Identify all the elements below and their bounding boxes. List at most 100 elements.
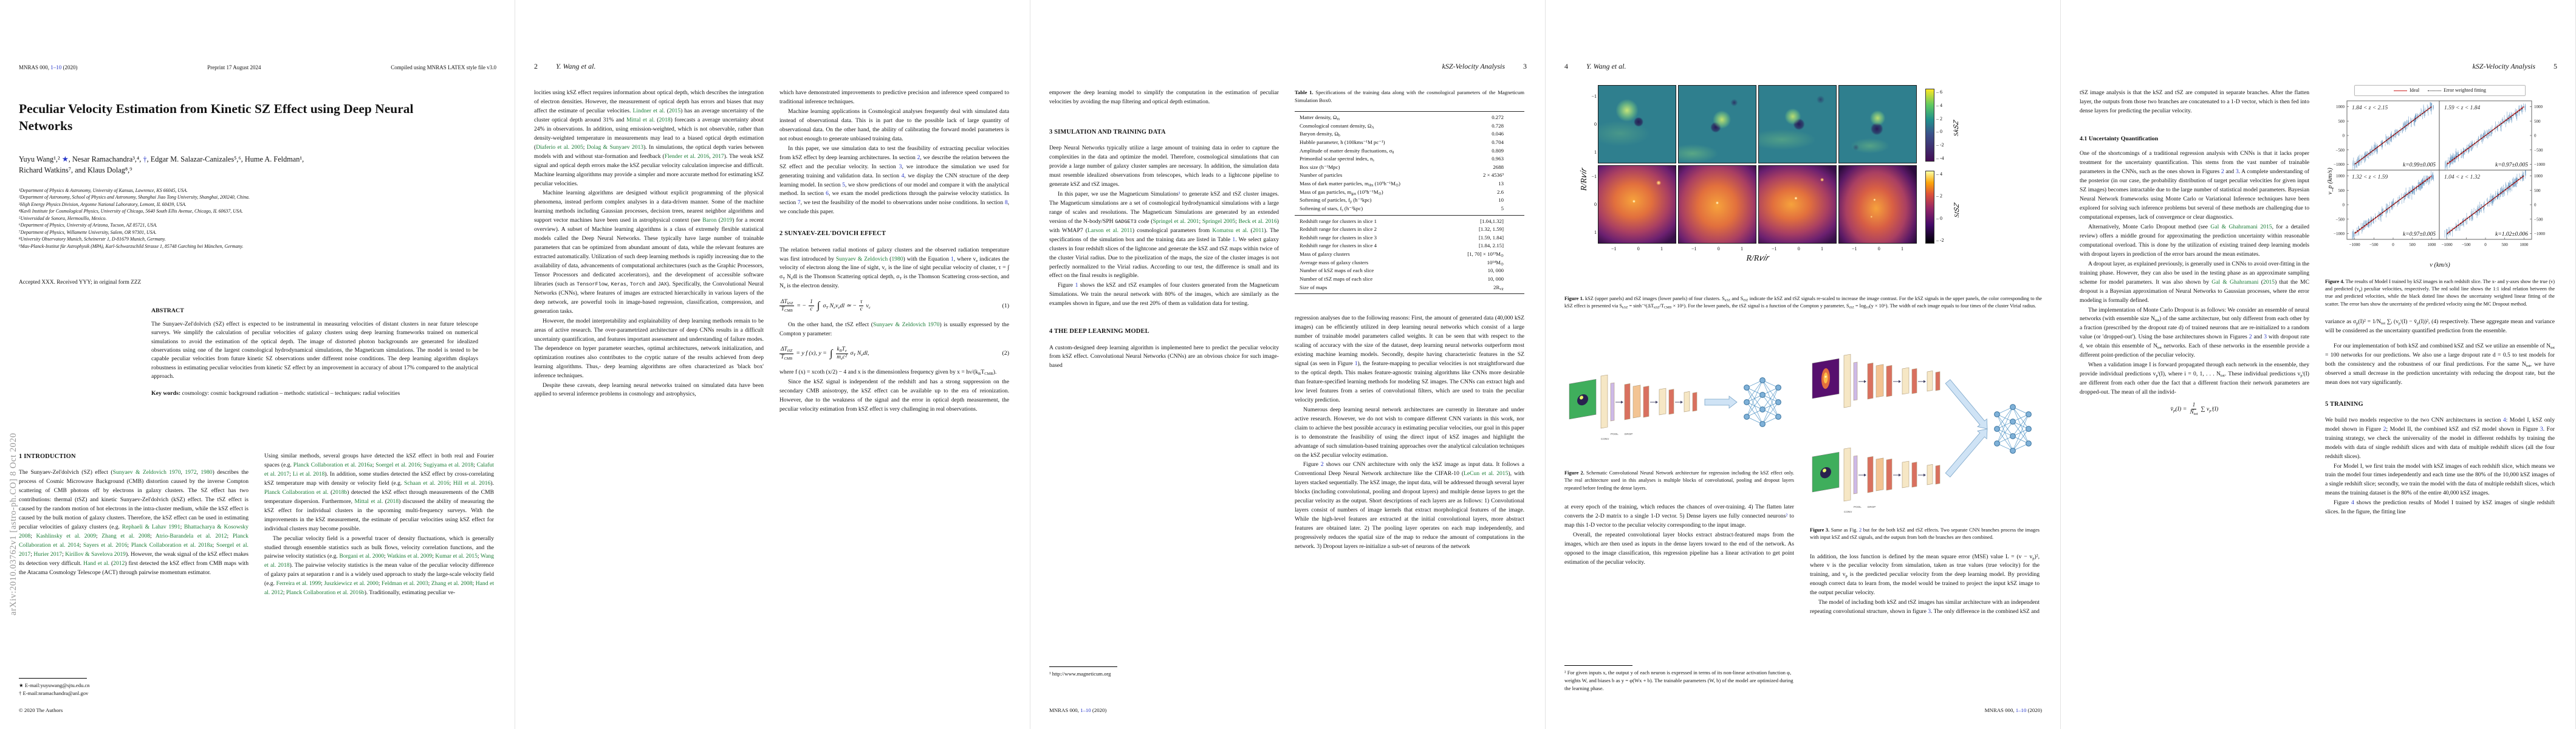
citation-link[interactable]: Sunyaev & Zeldovich 1970 xyxy=(872,321,940,328)
citation-link[interactable]: Feldman et al. 2003 xyxy=(382,580,428,587)
citation-link[interactable]: Li et al. 2018 xyxy=(292,470,325,477)
citation-link[interactable]: Rephaeli & Lahav 1991 xyxy=(122,523,180,530)
citation-link[interactable]: Hand et al. 2012 xyxy=(264,580,495,597)
citation-link[interactable]: Gal & Ghahramani 2015 xyxy=(2210,223,2272,230)
table-cell-value: [1.04,1.32] xyxy=(1480,217,1504,224)
citation-link[interactable]: Hurier 2017 xyxy=(33,550,63,558)
citation-link[interactable]: Gal & Ghahramani xyxy=(2211,278,2259,286)
ref-link[interactable]: 1–10 xyxy=(1080,707,1091,713)
citation-link[interactable]: Dolag & Sunyaev 2013 xyxy=(586,143,644,151)
citation-link[interactable]: Hill et al. 2016 xyxy=(453,479,491,487)
ref-link[interactable]: 1–10 xyxy=(50,64,62,70)
citation-link[interactable]: Kirillov & Savelova 2019 xyxy=(65,550,126,558)
ref-link[interactable]: 7 xyxy=(797,199,801,207)
citation-link[interactable]: Springel 2005 xyxy=(1202,217,1236,225)
ref-link[interactable]: 2 xyxy=(2383,425,2386,433)
citation-link[interactable]: Lindner et al. xyxy=(632,107,665,114)
citation-link[interactable]: 2015 xyxy=(668,107,681,114)
citation-link[interactable]: 2012 xyxy=(113,560,125,567)
citation-link[interactable]: Zhang et al. 2008 xyxy=(101,532,151,539)
ref-link[interactable]: 3 xyxy=(2235,168,2239,176)
citation-link[interactable]: 2018 xyxy=(659,116,671,123)
citation-link[interactable]: Larson et al. 2011 xyxy=(1087,227,1132,234)
citation-link[interactable]: Sunyaev & Zeldovich 1970 xyxy=(112,469,181,476)
citation-link[interactable]: Ferreira et al. 1999 xyxy=(276,580,321,587)
citation-link[interactable]: Mittal et al. xyxy=(626,116,655,123)
citation-link[interactable]: Borgani et al. 2000 xyxy=(339,553,385,560)
citation-link[interactable]: Mittal et al. xyxy=(354,498,383,505)
citation-link[interactable]: 2019 xyxy=(720,217,733,224)
citation-link[interactable]: Zhang et al. 2008 xyxy=(431,580,473,587)
citation-link[interactable]: 2018 xyxy=(386,498,399,505)
citation-link[interactable]: 1972 xyxy=(185,469,197,476)
citation-link[interactable]: Schaan et al. 2016 xyxy=(404,479,450,487)
ref-link[interactable]: 2 xyxy=(2221,168,2224,176)
ref-link[interactable]: ★ xyxy=(61,155,69,163)
ref-link[interactable]: 6 xyxy=(826,190,829,197)
ref-link[interactable]: 3 xyxy=(2264,334,2267,341)
citation-link[interactable]: 1980 xyxy=(891,255,903,262)
ref-link[interactable]: 4 xyxy=(2502,416,2506,423)
citation-link[interactable]: Komatsu et al. xyxy=(1212,227,1249,234)
citation-link[interactable]: 2011 xyxy=(1252,227,1264,234)
ref-link[interactable]: 3 xyxy=(2540,425,2543,433)
citation-link[interactable]: Baron xyxy=(702,217,717,224)
citation-link[interactable]: 1980 xyxy=(200,469,213,476)
ref-link[interactable]: ² xyxy=(1786,512,1788,519)
footnote-email-dagger[interactable]: † E-mail:nramachandra@anl.gov xyxy=(19,690,89,697)
citation-link[interactable]: Juszkiewicz et al. 2000 xyxy=(324,580,379,587)
citation-link[interactable]: Diaferio et al. 2005 xyxy=(536,143,583,151)
page-number: 5 xyxy=(2554,62,2557,70)
ref-link[interactable]: ¹ xyxy=(1178,190,1180,197)
citation-link[interactable]: Atrio-Barandela et al. 2012 xyxy=(155,532,227,539)
citation-link[interactable]: Kashlinsky et al. 2009 xyxy=(36,532,96,539)
ref-link[interactable]: † xyxy=(143,155,147,163)
ref-link[interactable]: 4 xyxy=(901,172,905,179)
ref-link[interactable]: 2 xyxy=(917,154,920,161)
citation-link[interactable]: Calafut et al. 2017 xyxy=(264,461,494,477)
citation-link[interactable]: Kumar et al. 2015 xyxy=(435,553,478,560)
svg-text:DROP: DROP xyxy=(1868,505,1875,508)
section-3-heading: 3 SIMULATION AND TRAINING DATA xyxy=(1049,128,1166,135)
citation-link[interactable]: 2017 xyxy=(712,152,724,160)
citation-link[interactable]: Soergel et al. 2017 xyxy=(19,541,248,558)
citation-link[interactable]: LeCun et al. 2015 xyxy=(1464,470,1509,477)
citation-link[interactable]: Soergel et al. 2016 xyxy=(375,461,420,468)
citation-link[interactable]: Planck Collaboration et al. 2014 xyxy=(19,532,248,549)
citation-link[interactable]: Sugiyama et al. 2018 xyxy=(423,461,474,468)
citation-link[interactable]: 2018b xyxy=(332,488,348,496)
ref-link[interactable]: 2 xyxy=(2249,334,2252,341)
citation-link[interactable]: Flender et al. 2016 xyxy=(664,152,710,160)
ref-link[interactable]: 3 xyxy=(899,163,902,170)
citation-link[interactable]: Sunyaev & Zeldovich xyxy=(835,255,888,262)
table-cell-label: Redshift range for clusters in slice 1 xyxy=(1300,217,1377,224)
ref-link[interactable]: 2 xyxy=(1858,527,1862,533)
citation-link[interactable]: Watkins et al. 2009 xyxy=(387,553,433,560)
citation-link[interactable]: Sayers et al. 2016 xyxy=(83,541,128,549)
ref-link[interactable]: 1 xyxy=(951,255,954,262)
citation-link[interactable]: Planck Collaboration et al. 2016a xyxy=(293,461,372,468)
citation-link[interactable]: Wang et al. 2018 xyxy=(264,553,495,569)
ref-link[interactable]: 3 xyxy=(1928,608,1931,615)
page3-footnote: ¹ http://www.magneticum.org xyxy=(1049,666,1279,678)
paragraph: Deep Neural Networks typically utilize a… xyxy=(1049,145,1279,188)
ref-link[interactable]: 4 xyxy=(2351,499,2354,507)
ref-link[interactable]: 1 xyxy=(1075,282,1078,289)
footnote-magneticum-url[interactable]: ¹ http://www.magneticum.org xyxy=(1049,671,1111,677)
footnote-email-star[interactable]: ★ E-mail:yuyuwang@sjtu.edu.cn xyxy=(19,682,90,689)
citation-link[interactable]: 2015 xyxy=(2263,278,2275,286)
citation-link[interactable]: Beck et al. 2016 xyxy=(1238,217,1277,225)
ref-link[interactable]: 5 xyxy=(842,181,845,188)
ref-link[interactable]: 2 xyxy=(1320,461,1324,468)
citation-link[interactable]: Bhattacharya & Kosowsky 2008 xyxy=(19,523,248,539)
citation-link[interactable]: Planck Collaboration et al. 2018a xyxy=(131,541,213,549)
citation-link[interactable]: Planck Collaboration et al. xyxy=(264,488,329,496)
citation-link[interactable]: Hand et al. xyxy=(83,560,110,567)
ref-link[interactable]: 1–10 xyxy=(2015,707,2027,713)
ref-link[interactable]: 8 xyxy=(1004,199,1008,207)
ref-link[interactable]: 1 xyxy=(1354,360,1358,367)
citation-link[interactable]: Springel et al. 2001 xyxy=(1153,217,1199,225)
citation-link[interactable]: Planck Collaboration et al. 2016b xyxy=(286,589,365,597)
table-cell-value: 10, 000 xyxy=(1487,267,1504,274)
ref-link[interactable]: 1 xyxy=(1232,236,1236,243)
